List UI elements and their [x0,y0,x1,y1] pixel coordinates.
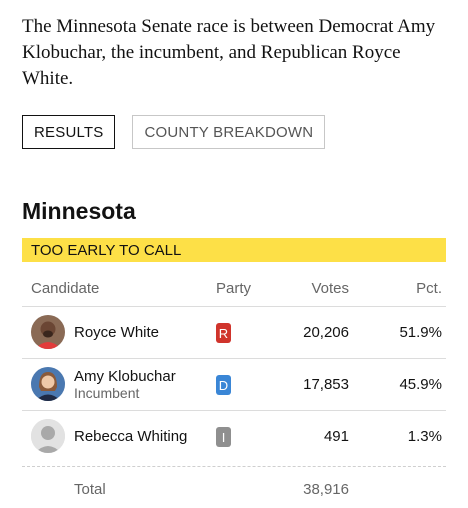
candidate-votes: 20,206 [303,324,349,341]
total-label: Total [74,481,106,498]
header-pct: Pct. [416,280,442,297]
incumbent-label: Incumbent [74,385,140,401]
candidate-votes: 491 [323,428,349,445]
total-votes: 38,916 [303,481,349,498]
candidate-votes: 17,853 [303,376,349,393]
party-badge-democrat: D [216,375,231,395]
header-votes: Votes [311,280,349,297]
candidate-row: Rebecca Whiting I 491 1.3% [22,410,446,462]
results-table: Candidate Party Votes Pct. Royce White R… [22,272,446,508]
candidate-name: Rebecca Whiting [74,428,188,445]
party-badge-independent: I [216,427,231,447]
candidate-row: Royce White R 20,206 51.9% [22,306,446,358]
candidate-name: Royce White [74,324,160,341]
results-tabs: RESULTS COUNTY BREAKDOWN [22,115,326,149]
tab-county-breakdown[interactable]: COUNTY BREAKDOWN [132,115,326,149]
candidate-pct: 51.9% [399,324,442,341]
intro-text: The Minnesota Senate race is between Dem… [22,16,436,89]
header-party: Party [216,280,252,297]
candidate-pct: 45.9% [399,376,442,393]
tab-results[interactable]: RESULTS [22,115,116,149]
placeholder-avatar-icon [31,419,65,453]
candidate-row: Amy Klobuchar Incumbent D 17,853 45.9% [22,358,446,410]
candidate-photo-royce-white [31,315,65,349]
total-row: Total 38,916 [22,466,446,508]
candidate-photo-amy-klobuchar [31,367,65,401]
race-status-banner: TOO EARLY TO CALL [22,238,446,262]
header-candidate: Candidate [31,280,100,297]
party-badge-republican: R [216,323,231,343]
state-title: Minnesota [22,198,136,224]
candidate-name: Amy Klobuchar [74,368,176,385]
candidate-pct: 1.3% [407,428,442,445]
table-header: Candidate Party Votes Pct. [22,272,446,306]
